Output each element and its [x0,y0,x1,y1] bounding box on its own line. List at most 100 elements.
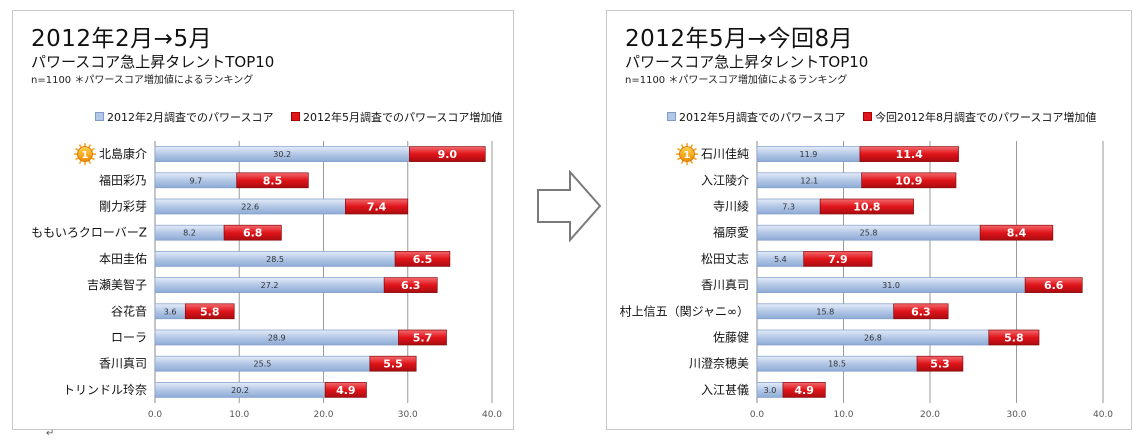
paragraph-mark: ↵ [46,428,55,439]
category-label: 香川真司 [701,278,749,292]
chart-note: n=1100 ＊パワースコア増加値によるランキング [31,75,254,86]
data-label-base: 9.7 [189,176,202,185]
category-label: ローラ [111,331,147,345]
data-label-base: 25.8 [860,229,878,238]
bar-increase [324,382,367,398]
bar-increase [988,329,1040,346]
bar-increase [184,303,235,320]
category-label: 香川真司 [99,357,147,371]
chart-note: n=1100 ＊パワースコア増加値によるランキング [625,75,848,86]
category-label: 入江陵介 [701,173,749,187]
data-label-increase: 5.8 [200,305,220,318]
legend-label-base: 2012年5月調査でのパワースコア [679,111,846,124]
data-label-increase: 5.3 [930,358,950,371]
chart-title: 2012年2月→5月 [31,26,213,52]
data-label-increase: 9.0 [438,148,458,161]
x-tick-label: 0.0 [148,410,163,420]
data-label-base: 15.8 [816,307,834,316]
bar-increase [223,224,282,241]
bar-increase [394,251,451,267]
data-label-increase: 5.7 [413,332,433,345]
legend-swatch-base [95,112,104,121]
bar-increase [893,303,949,320]
data-label-increase: 7.9 [828,253,848,266]
bar-increase [369,355,417,372]
x-tick-label: 40.0 [1093,410,1113,420]
bar-increase [398,329,447,346]
data-label-base: 30.2 [273,150,291,159]
data-label-increase: 6.3 [401,279,421,292]
x-tick-label: 0.0 [750,410,765,420]
rank-badge-number: 1 [684,150,691,161]
data-label-base: 27.2 [261,281,279,290]
chart-title: 2012年5月→今回8月 [625,26,854,52]
data-label-increase: 4.9 [794,384,814,397]
bar-increase [409,146,486,162]
legend-item-base: 2012年5月調査でのパワースコア [667,111,845,124]
bar-increase [1024,277,1083,293]
x-tick-label: 30.0 [1006,410,1026,420]
data-label-base: 8.2 [183,229,196,238]
data-label-increase: 8.4 [1007,227,1027,240]
data-label-increase: 5.8 [1004,332,1024,345]
chart-panel-left: 2012年2月→5月 パワースコア急上昇タレントTOP10 n=1100 ＊パワ… [12,10,514,430]
category-label: トリンドル玲奈 [63,383,147,397]
bar-increase [861,172,957,189]
data-label-base: 5.4 [774,255,787,264]
data-label-increase: 11.4 [896,148,923,161]
chart-subtitle: パワースコア急上昇タレントTOP10 [31,53,275,71]
category-label: 入江甚儀 [701,383,749,397]
data-label-increase: 10.8 [853,201,880,214]
category-label: 福原愛 [713,225,749,240]
data-label-base: 3.0 [764,386,777,395]
data-label-increase: 10.9 [895,174,922,187]
chart-legend: 2012年5月調査でのパワースコア 今回2012年8月調査でのパワースコア増加値 [667,109,1110,125]
bar-increase [859,146,959,162]
data-label-base: 22.6 [241,203,259,212]
data-label-base: 28.5 [266,255,284,264]
chart-legend: 2012年2月調査でのパワースコア 2012年5月調査でのパワースコア増加値 [95,109,516,125]
bar-increase [345,198,409,215]
data-label-base: 3.6 [164,307,177,316]
x-tick-label: 40.0 [482,410,502,420]
data-label-increase: 6.5 [413,253,433,266]
data-label-base: 26.8 [864,334,882,343]
bar-increase [979,224,1054,241]
x-tick-label: 10.0 [833,410,853,420]
x-tick-label: 10.0 [229,410,249,420]
rank-badge-icon: 1 [74,143,96,166]
chart-subtitle: パワースコア急上昇タレントTOP10 [625,53,869,71]
bar-increase [782,382,826,398]
data-label-increase: 6.3 [911,305,931,318]
bar-increase [819,198,914,215]
category-label: 村上信五（関ジャニ∞） [620,304,749,318]
bar-increase [236,172,309,189]
category-label: 剛力彩芽 [99,200,147,214]
legend-label-increase: 2012年5月調査でのパワースコア増加値 [302,111,503,124]
data-label-base: 11.9 [800,150,818,159]
data-label-base: 28.9 [268,334,286,343]
category-label: 吉瀬美智子 [87,277,147,292]
data-label-increase: 4.9 [336,384,356,397]
legend-label-increase: 今回2012年8月調査でのパワースコア増加値 [874,111,1097,124]
legend-label-base: 2012年2月調査でのパワースコア [107,111,274,124]
data-label-base: 12.1 [800,176,818,185]
category-label: ももいろクローバーZ [31,226,147,240]
legend-item-increase: 2012年5月調査でのパワースコア増加値 [290,111,503,124]
data-label-increase: 6.6 [1044,279,1064,292]
data-label-base: 7.3 [782,203,795,212]
x-tick-label: 30.0 [398,410,418,420]
legend-swatch-base [667,112,676,121]
rank-badge-number: 1 [82,150,89,161]
data-label-base: 20.2 [231,386,249,395]
data-label-base: 31.0 [882,281,900,290]
category-label: 佐藤健 [713,331,749,345]
data-label-increase: 6.8 [243,227,263,240]
legend-item-increase: 今回2012年8月調査でのパワースコア増加値 [862,111,1097,124]
category-label: 北島康介 [99,146,147,161]
category-label: 谷花音 [111,303,147,318]
bar-increase [916,355,964,372]
bar-chart-right: 0.0 10.0 20.0 30.0 40.0 石川佳純 11.9 11.4 1 入江陵介 12.1… [620,141,1113,420]
category-label: 川澄奈穂美 [689,356,749,371]
data-label-increase: 7.4 [367,201,387,214]
